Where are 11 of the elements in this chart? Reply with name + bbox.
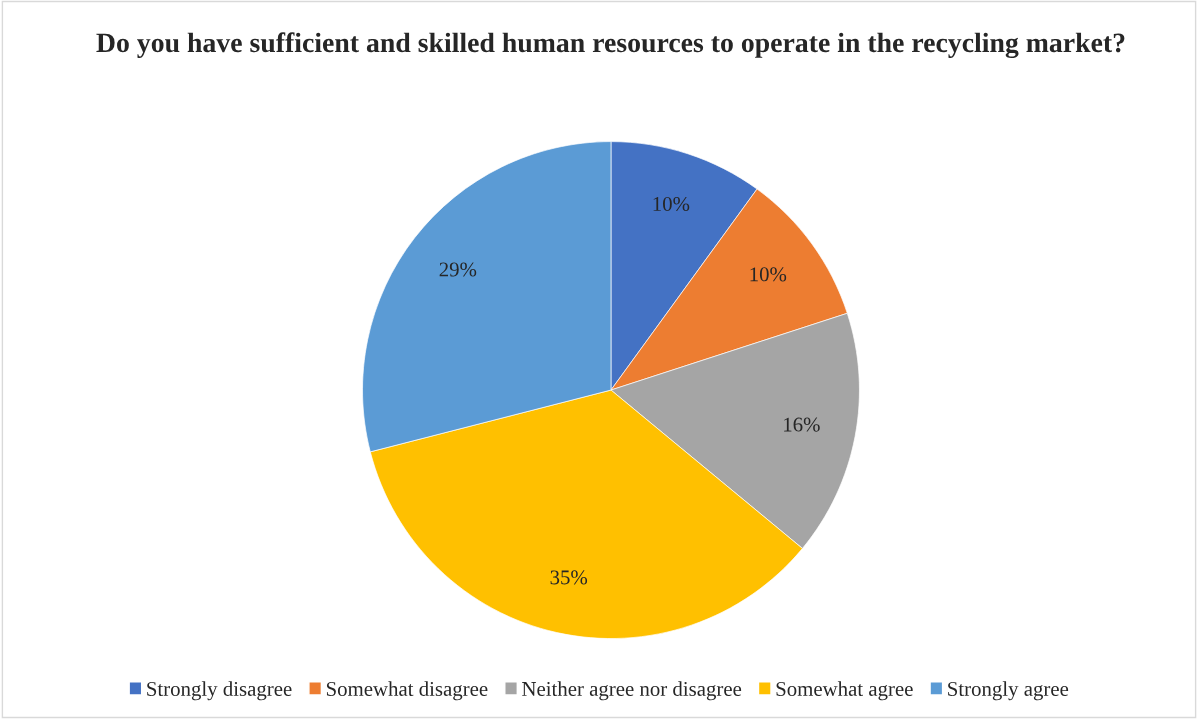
legend-label: Somewhat agree xyxy=(776,681,913,701)
data-label: 29% xyxy=(439,262,477,277)
data-label: 10% xyxy=(653,196,690,212)
legend-label: Neither agree nor disagree xyxy=(522,681,742,701)
data-label: 16% xyxy=(784,417,820,432)
data-label: 35% xyxy=(550,570,588,585)
chart-title: Do you have sufficient and skilled human resources to operate in the recycling market? xyxy=(96,32,1125,59)
legend-label: Somewhat disagree xyxy=(326,681,488,701)
legend-label: Strongly disagree xyxy=(147,681,292,701)
data-label: 10% xyxy=(750,267,787,282)
legend-label: Strongly agree xyxy=(948,681,1069,701)
